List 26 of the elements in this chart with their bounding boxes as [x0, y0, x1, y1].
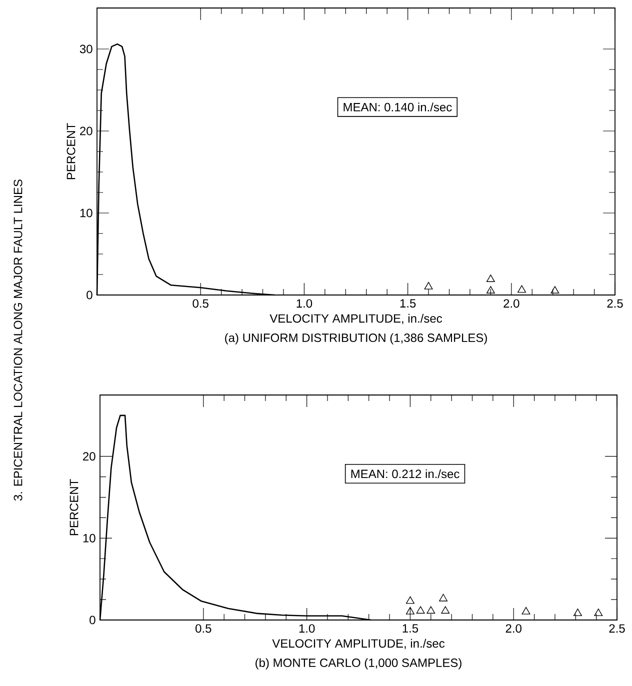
y-tick-label: 10 — [83, 534, 96, 542]
x-tick-label: 0.5 — [196, 624, 212, 633]
text: 3. EPICENTRAL LOCATION ALONG MAJOR FAULT LINES — [14, 180, 22, 501]
x-tick-label: 1.5 — [400, 299, 416, 308]
x-axis-title: VELOCITY AMPLITUDE, in./sec — [272, 638, 445, 650]
x-tick-label: 1.5 — [402, 624, 418, 633]
y-tick-label: 30 — [80, 44, 92, 54]
y-tick-label: 0 — [86, 290, 92, 300]
x-tick-label: 2.5 — [607, 299, 623, 308]
y-tick-label: 10 — [80, 208, 92, 218]
y-axis-title: PERCENT — [70, 479, 78, 536]
x-tick-label: 2.0 — [506, 624, 522, 633]
x-tick-label: 0.5 — [192, 299, 208, 308]
x-tick-label: 2.5 — [609, 624, 625, 633]
x-tick-label: 1.0 — [299, 624, 315, 633]
y-axis-title: PERCENT — [66, 123, 76, 180]
annotation: MEAN: 0.140 in./sec — [344, 102, 452, 112]
y-tick-label: 20 — [83, 452, 96, 461]
y-tick-label: 20 — [80, 126, 92, 136]
x-axis-title: VELOCITY AMPLITUDE, in./sec — [270, 314, 442, 324]
x-tick-label: 1.0 — [296, 299, 312, 308]
x-tick-label: 2.0 — [504, 299, 520, 308]
y-tick-label: 0 — [90, 616, 96, 624]
text: (a) UNIFORM DISTRIBUTION (1,386 SAMPLES) — [225, 333, 487, 344]
annotation: MEAN: 0.212 in./sec — [351, 469, 460, 478]
text: (b) MONTE CARLO (1,000 SAMPLES) — [256, 658, 462, 670]
